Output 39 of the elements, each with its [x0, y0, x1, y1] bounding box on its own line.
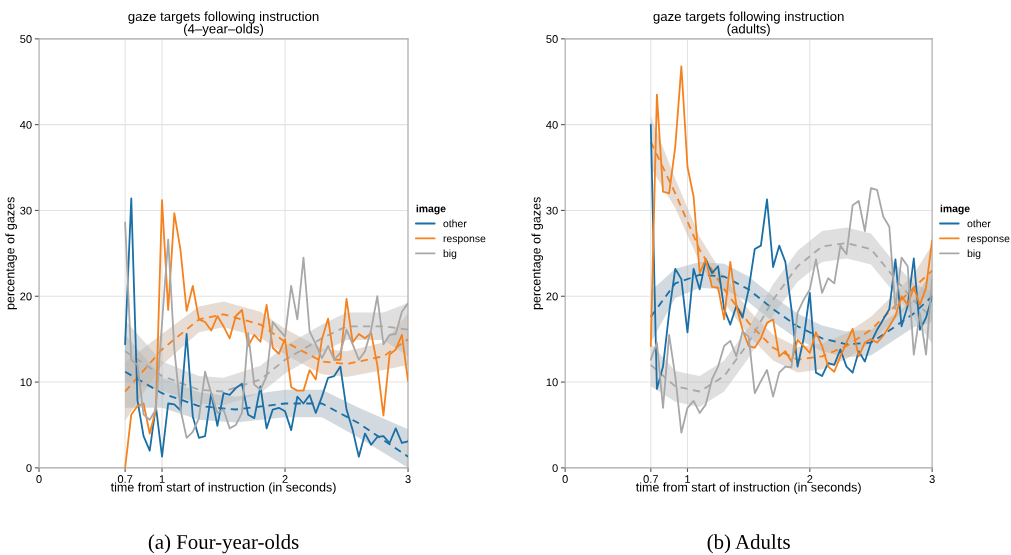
y-tick-label: 30: [546, 206, 558, 215]
legend-title: image: [416, 204, 446, 215]
x-tick-label: 0: [36, 475, 42, 483]
y-tick-label: 40: [546, 120, 558, 129]
y-tick-label: 0: [26, 464, 32, 472]
x-axis-title: time from start of instruction (in seconds): [635, 482, 861, 495]
x-tick-label: 1: [159, 475, 165, 483]
legend-label: big: [967, 249, 981, 260]
y-tick-label: 30: [20, 206, 32, 215]
y-tick-label: 50: [20, 35, 32, 43]
legend-label: other: [967, 219, 991, 228]
legend-label: response: [443, 236, 486, 245]
y-tick-label: 50: [546, 35, 558, 43]
x-tick-label: 0.7: [117, 475, 133, 483]
x-tick-label: 1: [685, 475, 691, 483]
x-axis-title: time from start of instruction (in seconds): [110, 482, 336, 495]
chart-title: gaze targets following instruction (4–year–olds): [128, 11, 319, 37]
x-tick-label: 0: [562, 475, 568, 483]
y-axis-title: percentage of gazes: [531, 197, 544, 310]
line-series: [649, 65, 933, 373]
text: (b) Adults: [707, 534, 790, 554]
y-tick-label: 0: [552, 464, 558, 472]
y-tick-label: 10: [20, 378, 32, 387]
legend-label: big: [443, 249, 457, 260]
y-tick-label: 20: [546, 292, 558, 301]
chart-title: gaze targets following instruction (adults): [653, 11, 844, 37]
legend-title: image: [940, 204, 970, 215]
y-tick-label: 20: [20, 292, 32, 301]
x-tick-label: 3: [929, 475, 935, 483]
x-tick-label: 0.7: [643, 475, 658, 483]
x-tick-label: 2: [282, 475, 288, 483]
legend-label: response: [967, 236, 1010, 245]
y-tick-label: 40: [19, 120, 32, 129]
y-axis-title: percentage of gazes: [5, 197, 17, 310]
legend-label: other: [443, 219, 467, 228]
y-tick-label: 10: [546, 378, 558, 387]
x-tick-label: 2: [807, 475, 813, 483]
text: (a) Four-year-olds: [148, 534, 299, 554]
x-tick-label: 3: [405, 475, 411, 483]
